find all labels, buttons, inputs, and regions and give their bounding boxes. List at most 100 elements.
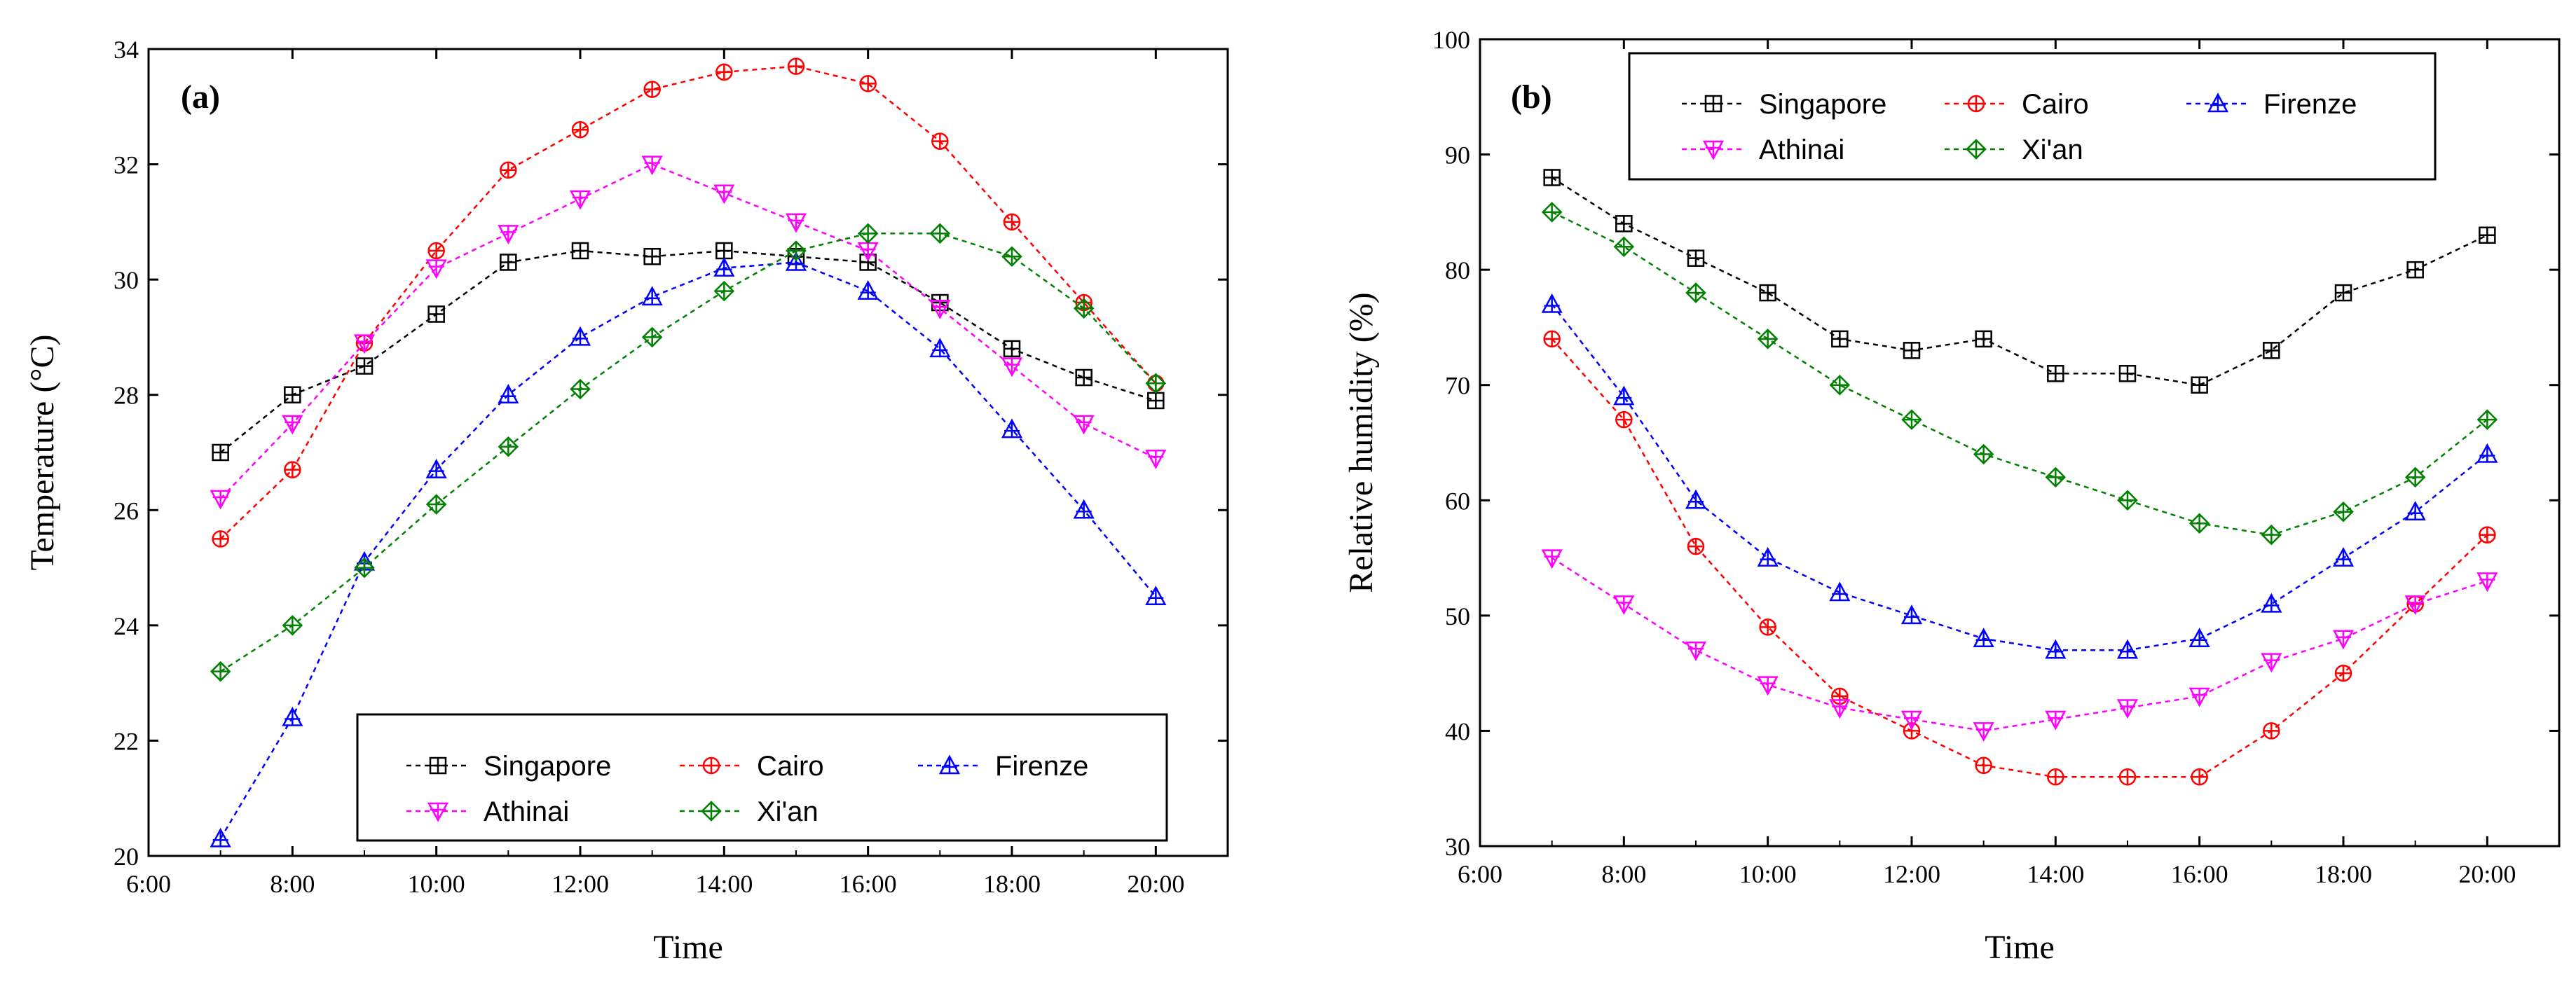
panel-b-x-tick-label: 10:00	[1739, 860, 1797, 888]
panel-a-label: (a)	[181, 78, 220, 116]
panel-b-legend-marker	[1702, 140, 1725, 160]
panel-a-point-singapore	[571, 242, 589, 260]
panel-b-y-tick-label: 90	[1445, 141, 1470, 170]
panel-a-point-singapore	[284, 386, 301, 403]
panel-a-point-xi-an	[857, 223, 879, 244]
panel-a-point-athinai	[425, 259, 447, 279]
panel-b-legend-entry-firenze: Firenze	[2186, 89, 2357, 120]
panel-a-point-firenze	[569, 326, 591, 346]
panel-b-x-tick-label: 6:00	[1458, 860, 1502, 888]
panel-a-x-ticks: 6:00 8:00 10:00 12:00 14:00 16:00 18:00 20:00	[126, 49, 1184, 898]
panel-a-line-athinai	[219, 163, 1156, 499]
panel-b-point-athinai	[1613, 595, 1635, 616]
panel-a-point-xi-an	[498, 436, 519, 457]
panel-a-point-xi-an	[786, 240, 807, 261]
panel-a-legend-label: Cairo	[757, 751, 824, 782]
panel-b-point-singapore	[2406, 261, 2424, 279]
panel-b-y-tick-label: 80	[1445, 256, 1470, 284]
panel-a-legend-entry-singapore: Singapore	[406, 751, 611, 782]
panel-b-legend-label: Xi'an	[2022, 134, 2083, 165]
panel-b-point-xi-an	[1973, 443, 1994, 465]
panel-a-legend-marker	[429, 756, 447, 775]
panel-b-label: (b)	[1511, 78, 1552, 116]
panel-a-point-cairo	[787, 57, 805, 75]
panel-b-legend-label: Singapore	[1759, 89, 1886, 120]
panel-a-point-cairo	[571, 120, 589, 139]
panel-b-point-singapore	[1687, 249, 1705, 267]
panel-a-point-firenze	[1145, 586, 1167, 605]
panel-b-line-firenze	[1551, 303, 2488, 651]
panel-b-point-firenze	[1685, 489, 1707, 509]
panel-a-series-athinai	[210, 155, 1167, 510]
panel-a-legend-entry-athinai: Athinai	[406, 796, 569, 827]
panel-a-point-firenze	[282, 706, 303, 726]
panel-a-legend-label: Xi'an	[757, 796, 818, 827]
panel-b-x-tick-label: 14:00	[2027, 860, 2084, 888]
panel-b-legend: Singapore Cairo Firenze Athinai Xi'an	[1628, 52, 2437, 181]
panel-b-plot-frame	[1479, 38, 2561, 848]
panel-a-point-cairo	[500, 161, 517, 179]
panel-b-point-cairo	[1687, 537, 1705, 555]
panel-a-point-xi-an	[1073, 298, 1095, 319]
panel-b-point-athinai	[2188, 687, 2210, 707]
panel-a-plot-frame	[147, 48, 1229, 857]
panel-a-x-tick-label: 20:00	[1127, 870, 1184, 898]
panel-a-legend-marker	[702, 756, 720, 775]
panel-a-point-athinai	[210, 490, 231, 510]
panel-b-point-xi-an	[2261, 524, 2282, 546]
panel-b-legend-entry-cairo: Cairo	[1945, 89, 2089, 120]
panel-b-line-singapore	[1551, 177, 2488, 386]
panel-a-point-cairo	[859, 75, 877, 92]
panel-a-point-firenze	[929, 338, 951, 358]
panel-a-legend-entry-firenze: Firenze	[918, 751, 1088, 782]
panel-b-point-firenze	[2404, 501, 2426, 520]
panel-b-point-xi-an	[1541, 202, 1563, 223]
panel-b-point-cairo	[1975, 756, 1992, 775]
panel-b-y-ticks: 30 40 50 60 70 80 90 100	[1432, 26, 2559, 861]
panel-a-point-firenze	[713, 257, 735, 277]
panel-a-point-cairo	[715, 63, 733, 81]
panel-a-point-cairo	[1003, 213, 1021, 231]
panel-a-legend-label: Singapore	[484, 751, 611, 782]
panel-b-point-firenze	[1757, 546, 1779, 567]
panel-b-point-singapore	[2479, 226, 2496, 244]
panel-a-point-athinai	[1001, 357, 1023, 378]
panel-b-series-firenze	[1541, 293, 2498, 659]
panel-b-legend-label: Cairo	[2022, 89, 2089, 120]
panel-b-point-singapore	[1615, 215, 1633, 233]
panel-a-point-cairo	[931, 132, 949, 150]
panel-a-x-tick-label: 16:00	[840, 870, 897, 898]
panel-b-point-athinai	[2404, 595, 2426, 616]
panel-b-point-firenze	[1829, 581, 1851, 602]
panel-b-point-athinai	[1685, 641, 1707, 661]
panel-a-point-singapore	[427, 305, 445, 323]
panel-a-point-xi-an	[1001, 246, 1022, 267]
panel-a-legend-marker	[701, 801, 722, 822]
panel-a-y-axis-title: Temperature (°C)	[24, 334, 61, 570]
panel-a-point-singapore	[643, 247, 661, 265]
panel-a-series	[210, 57, 1167, 848]
panel-b-point-firenze	[1613, 385, 1635, 406]
panel-a-point-athinai	[929, 300, 951, 319]
panel-b-series-xi-an	[1541, 202, 2498, 546]
panel-b-point-cairo	[2118, 768, 2137, 786]
panel-b-point-xi-an	[1613, 236, 1635, 257]
panel-b-point-athinai	[1900, 710, 1923, 731]
panel-a-point-cairo	[643, 81, 661, 98]
panel-a-temperature-chart: (a) 6:00 8:00 10:00 12:00 14:00 16:00 18:00 20:…	[24, 36, 1229, 966]
panel-a-point-singapore	[212, 443, 229, 462]
panel-b-legend-entry-athinai: Athinai	[1682, 134, 1844, 165]
panel-a-line-singapore	[219, 249, 1156, 453]
panel-b-series-cairo	[1543, 330, 2496, 786]
panel-b-x-ticks: 6:00 8:00 10:00 12:00 14:00 16:00 18:00 20:00	[1458, 39, 2516, 888]
panel-b-series	[1541, 169, 2498, 786]
panel-b-series-athinai	[1541, 549, 2498, 742]
panel-a-point-xi-an	[570, 378, 591, 400]
panel-a-legend-entry-xi-an: Xi'an	[680, 796, 818, 827]
panel-b-point-cairo	[1543, 330, 1561, 348]
panel-b-point-cairo	[2479, 526, 2496, 544]
panel-b-y-tick-label: 60	[1445, 487, 1470, 515]
panel-a-legend-box	[356, 713, 1168, 842]
panel-b-y-tick-label: 100	[1432, 26, 1470, 54]
